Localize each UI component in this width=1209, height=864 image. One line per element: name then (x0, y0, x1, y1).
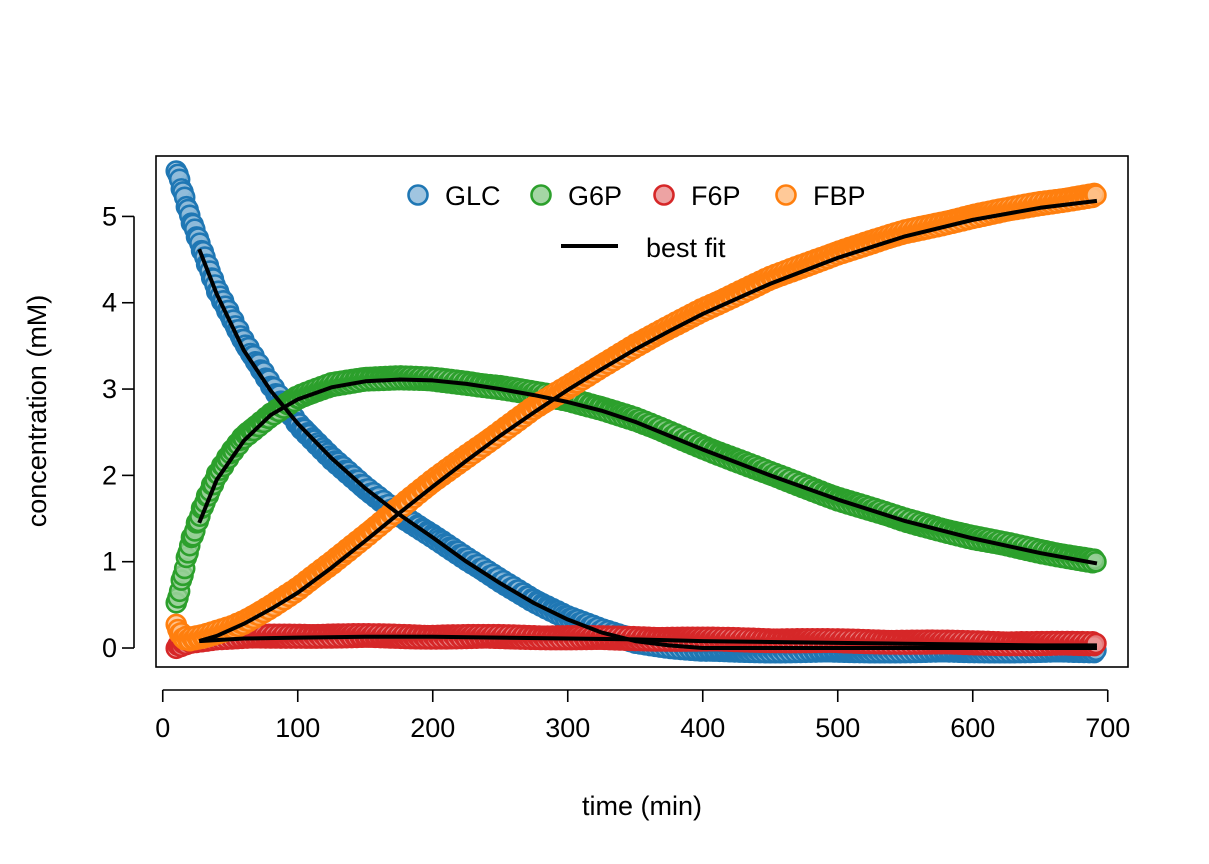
legend-item-glc: GLC (407, 181, 501, 211)
y-tick-label: 2 (102, 460, 117, 490)
y-tick-label: 4 (102, 288, 117, 318)
legend-item-best-fit: best fit (561, 233, 726, 263)
x-tick-label: 200 (410, 713, 455, 743)
x-tick-label: 500 (815, 713, 860, 743)
legend-marker-glc (407, 184, 429, 206)
y-tick-label: 3 (102, 374, 117, 404)
x-axis: 0 100 200 300 400 500 600 700 (155, 689, 1130, 743)
x-tick-label: 0 (155, 713, 170, 743)
x-tick-label: 300 (545, 713, 590, 743)
best-fit-line-g6p (197, 377, 1098, 566)
y-tick-label: 5 (102, 201, 117, 231)
x-tick-label: 100 (275, 713, 320, 743)
legend-item-f6p: F6P (653, 181, 741, 211)
legend-label-glc: GLC (445, 181, 501, 211)
legend-label-best-fit: best fit (646, 233, 726, 263)
best-fit-lines-layer (197, 198, 1098, 651)
y-tick-label: 1 (102, 547, 117, 577)
legend-label-g6p: G6P (568, 181, 622, 211)
y-axis: 0 1 2 3 4 5 (102, 201, 135, 663)
legend-marker-f6p (653, 184, 675, 206)
best-fit-line-f6p (199, 634, 1097, 648)
legend-marker-fbp (775, 184, 797, 206)
legend-label-fbp: FBP (813, 181, 866, 211)
x-tick-label: 400 (680, 713, 725, 743)
x-axis-title: time (min) (582, 791, 702, 821)
best-fit-line-fbp (198, 198, 1098, 644)
y-axis-title: concentration (mM) (22, 295, 52, 528)
x-tick-label: 600 (950, 713, 995, 743)
legend-label-f6p: F6P (691, 181, 741, 211)
legend-item-g6p: G6P (530, 181, 622, 211)
y-tick-label: 0 (102, 633, 117, 663)
legend: GLC G6P F6P FBP best fit (407, 181, 866, 263)
legend-item-fbp: FBP (775, 181, 866, 211)
plot-area-frame (155, 155, 1129, 668)
x-tick-label: 700 (1085, 713, 1130, 743)
best-fit-line-glc (197, 248, 1097, 651)
legend-marker-g6p (530, 184, 552, 206)
